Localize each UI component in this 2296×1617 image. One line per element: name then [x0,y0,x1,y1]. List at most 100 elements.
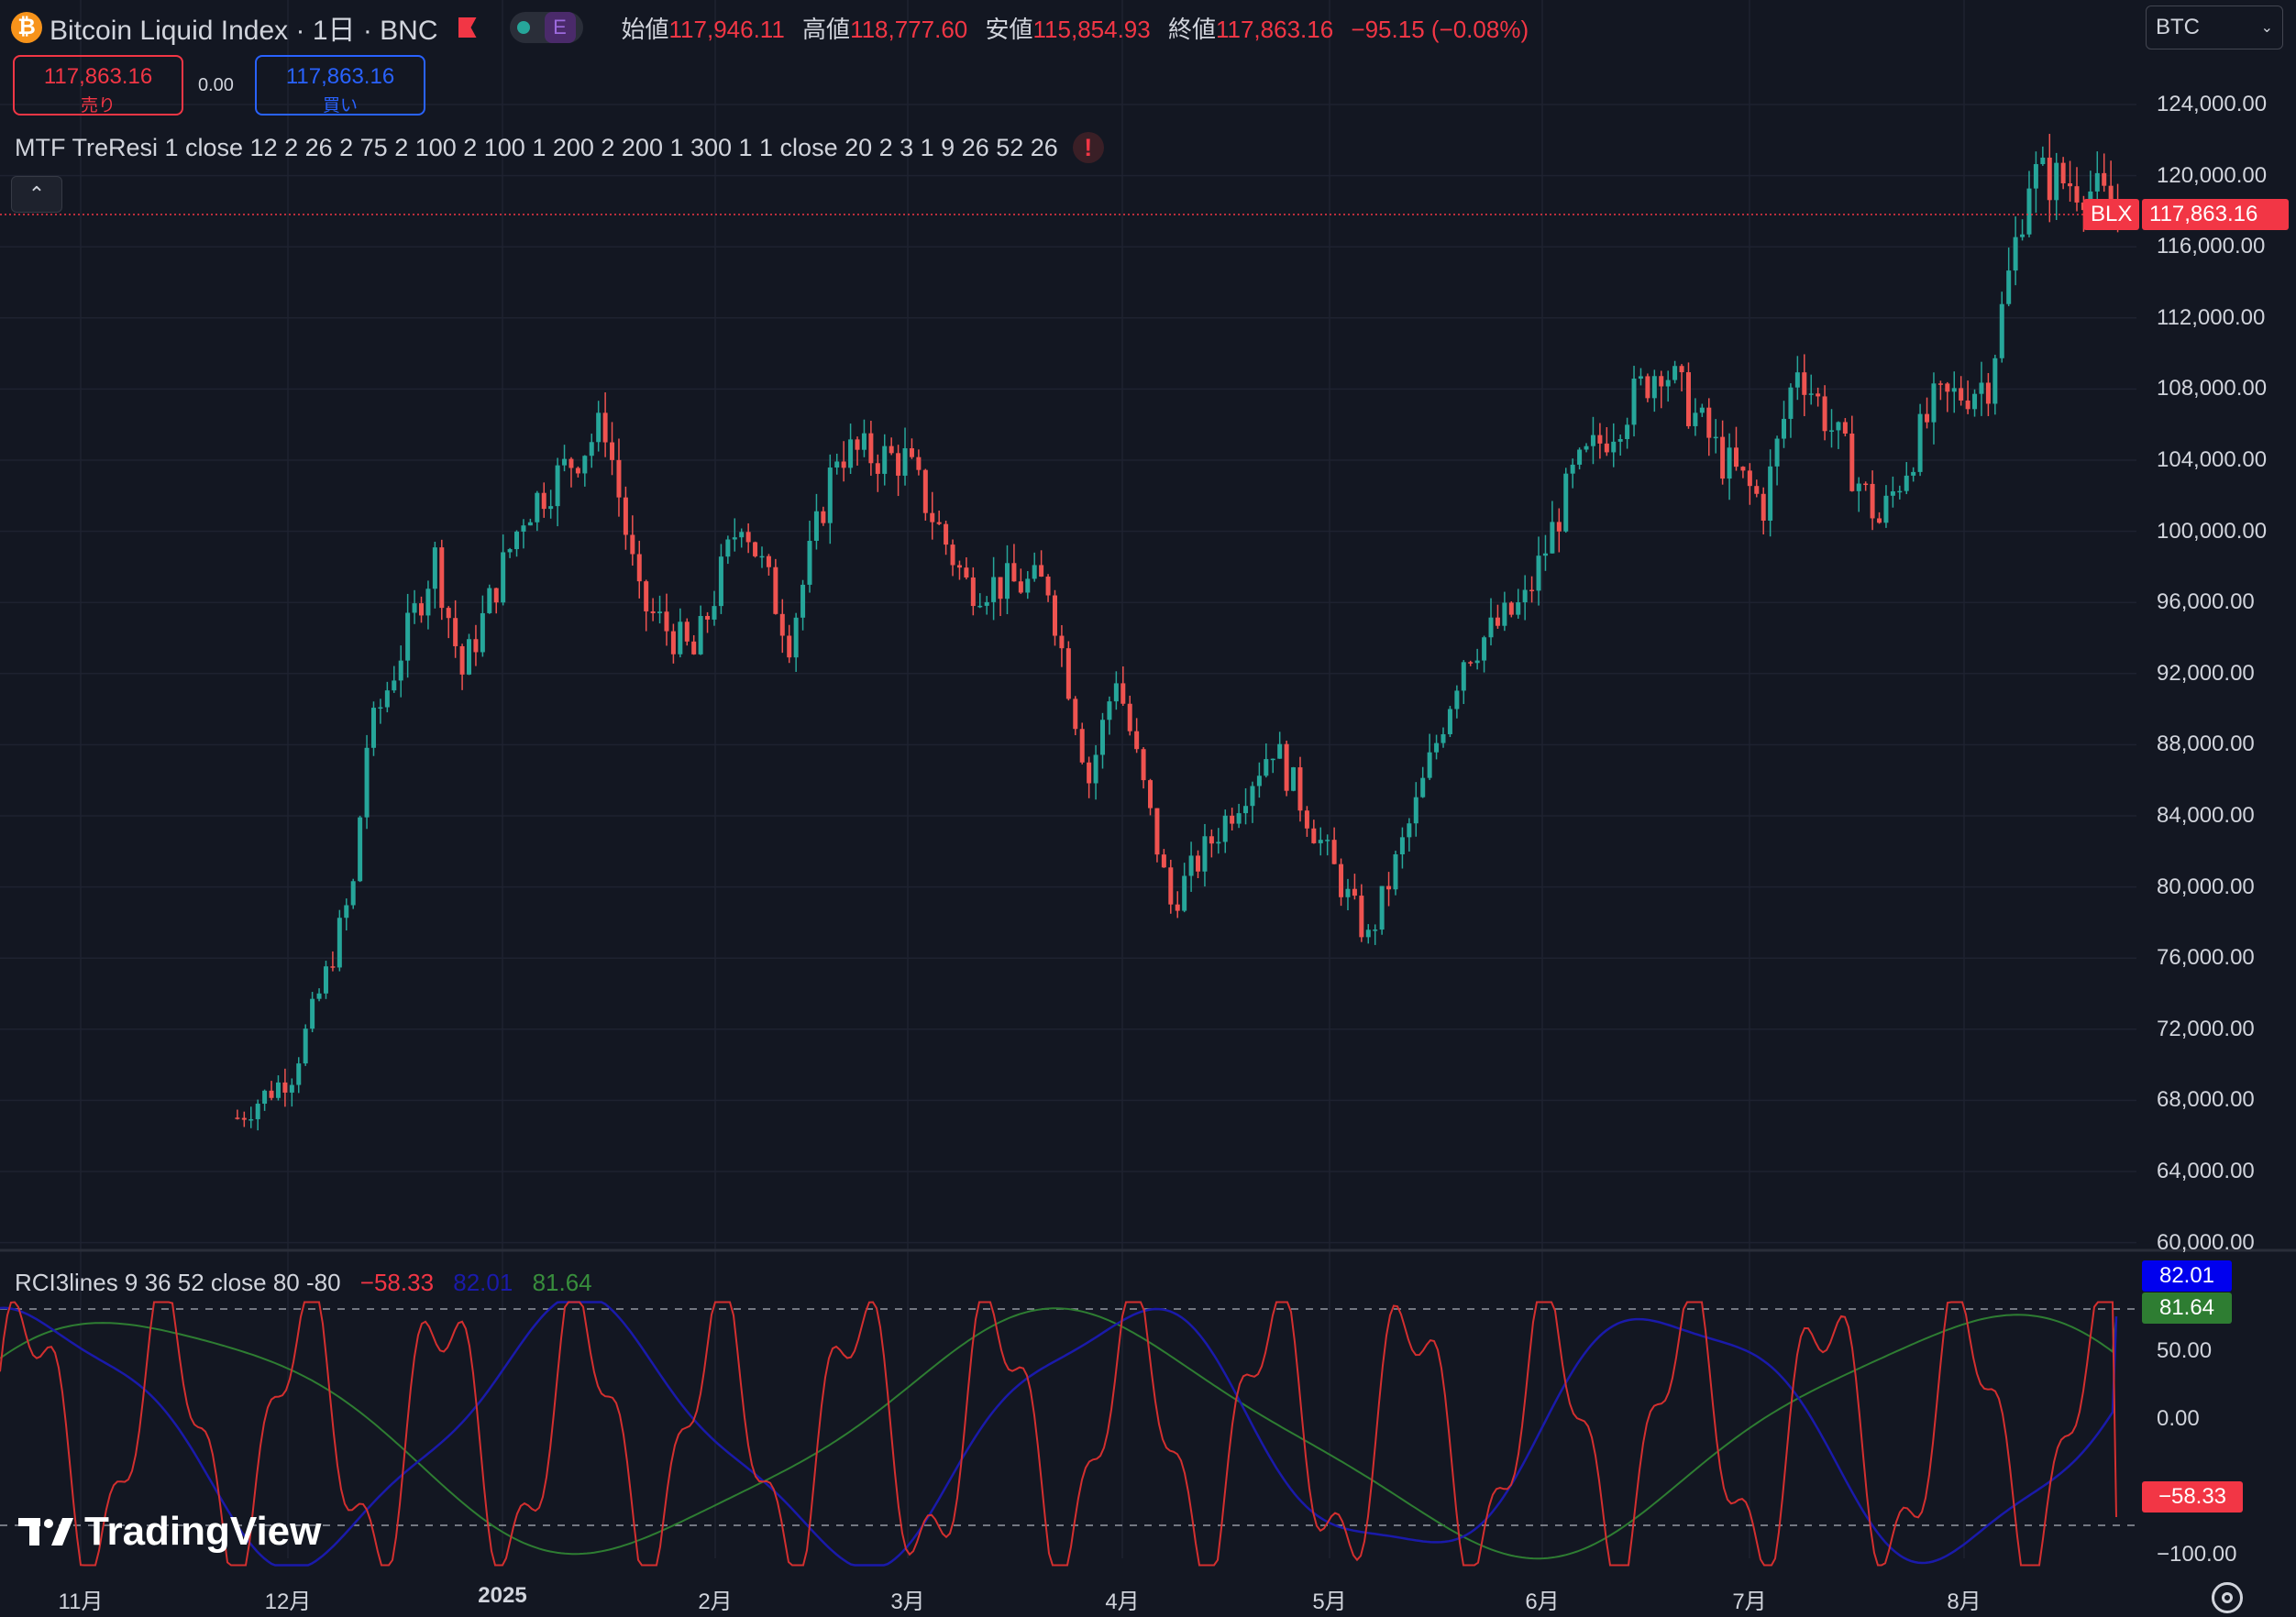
candle-body [1427,752,1432,778]
rci-mid-value: 82.01 [453,1269,513,1296]
symbol-title[interactable]: Bitcoin Liquid Index · 1日 · BNC [50,16,438,46]
candle-body [684,622,690,642]
candle-body [644,581,649,611]
chevron-down-icon: ⌄ [2260,20,2273,36]
symbol-select-value: BTC [2156,15,2200,39]
candle-body [398,660,403,681]
candle-body [269,1090,274,1098]
candle-body [1651,376,1657,399]
candle-body [1556,522,1562,532]
candle-body [344,905,349,918]
candle-body [2068,183,2073,187]
candle-body [725,539,731,557]
rci-long-tag: 81.64 [2142,1292,2232,1324]
price-axis-label: 120,000.00 [2157,162,2268,188]
candle-body [1386,886,1392,890]
candle-body [1685,372,1691,426]
time-axis-apr: 4月 [1105,1590,1140,1614]
buy-button[interactable]: 117,863.16 買い [255,55,425,116]
candle-body [807,540,812,585]
candle-body [970,577,976,607]
sell-button[interactable]: 117,863.16 売り [13,55,183,116]
candle-body [337,918,342,968]
candle-body [405,612,411,661]
price-axis-label: 68,000.00 [2157,1087,2255,1113]
candle-body [705,615,711,620]
warning-icon[interactable]: ! [1072,132,1104,163]
candle-body [1045,577,1051,596]
candle-body [1965,400,1970,410]
candle-body [568,458,574,468]
candle-body [1816,393,1821,397]
candle-body [1134,731,1140,750]
candle-body [1985,382,1991,404]
candle-body [1468,662,1474,664]
rci-legend[interactable]: RCI3lines 9 36 52 close 80 -80 −58.33 82… [15,1269,605,1297]
candle-body [1407,823,1412,838]
candle-body [1216,842,1221,844]
candle-body [1665,380,1671,387]
candle-body [1794,372,1800,388]
candle-body [241,1117,247,1120]
time-axis-2025: 2025 [478,1583,527,1608]
candle-body [473,639,479,653]
candle-body [1093,754,1098,784]
candle-body [1413,797,1418,824]
candle-body [1808,393,1814,395]
candle-body [800,584,806,618]
candle-body [439,547,445,609]
time-axis-jul: 7月 [1732,1590,1767,1614]
rci-axis-50: 50.00 [2157,1338,2213,1363]
time-axis-nov: 11月 [58,1590,104,1614]
indicator-legend[interactable]: MTF TreResi 1 close 12 2 26 2 75 2 100 2… [15,132,1104,163]
candle-body [930,512,935,522]
candle-body [527,522,533,526]
candle-body [1522,589,1528,603]
candle-body [670,631,676,654]
candle-body [596,412,602,443]
candle-body [698,615,703,654]
candle-body [1339,864,1344,897]
price-axis-label: 88,000.00 [2157,732,2255,757]
status-pill[interactable]: E [509,12,583,43]
candle-body [1972,393,1978,410]
candle-body [1502,602,1507,626]
settings-icon[interactable] [2212,1582,2243,1613]
candle-body [507,549,513,553]
candle-body [922,469,928,513]
candle-body [2040,157,2046,165]
candle-body [419,603,424,616]
candle-body [412,603,417,613]
candle-body [1604,443,1609,453]
candle-body [1311,828,1317,843]
candle-body [779,613,785,636]
candle-body [1482,637,1487,661]
candle-body [1631,379,1637,425]
symbol-select[interactable]: BTC ⌄ [2146,6,2283,50]
candle-body [582,456,588,474]
candle-body [1161,854,1166,868]
candle-body [1127,703,1132,732]
ohlc-low-key: 安値 [985,15,1033,43]
candle-body [2108,185,2114,208]
candle-body [2033,164,2038,189]
candle-body [1434,742,1440,753]
candle-body [1590,434,1595,446]
collapse-legend-button[interactable]: ⌃ [11,176,62,213]
candle-body [1638,376,1643,380]
candle-body [1004,563,1010,600]
candle-body [1563,473,1569,532]
candle-body [316,993,322,999]
candle-body [1672,366,1678,380]
candle-body [896,453,901,476]
candle-body [1904,475,1909,491]
rci-mid-line [0,1301,2118,1567]
candle-body [1373,930,1378,931]
candle-body [1359,896,1364,938]
candle-body [848,439,854,468]
candle-body [2074,186,2080,203]
candle-body [2047,157,2052,201]
flag-icon[interactable] [458,17,477,38]
